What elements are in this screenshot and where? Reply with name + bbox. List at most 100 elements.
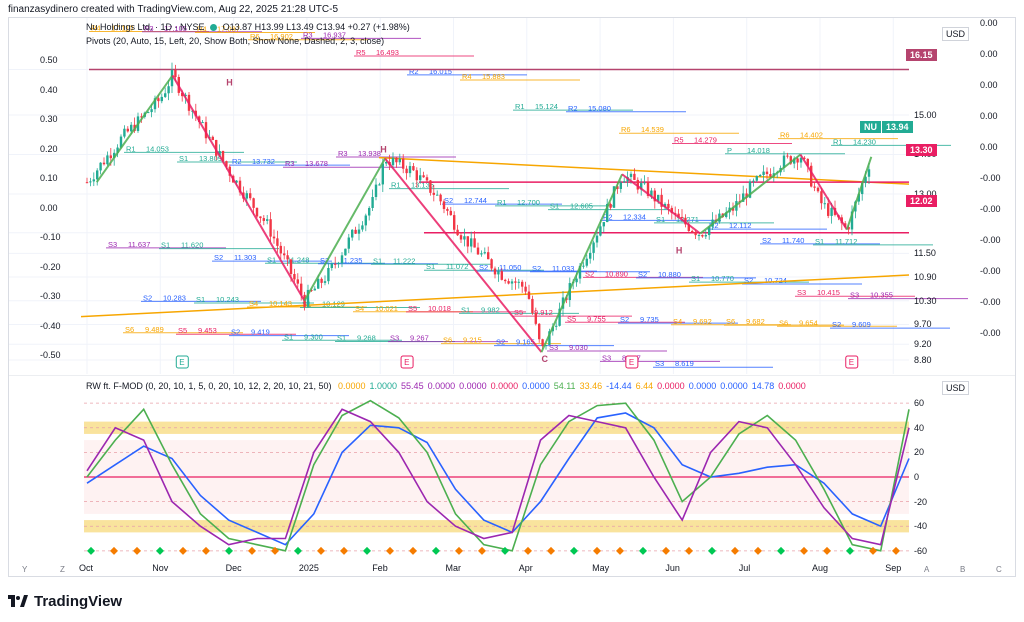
pivot-label: S3 xyxy=(797,288,806,297)
candle-body xyxy=(640,183,643,190)
signal-dot xyxy=(156,546,164,555)
pivot-value: 10.143 xyxy=(269,299,292,308)
log-scale-button[interactable]: B xyxy=(960,565,966,574)
pivot-label: S5 xyxy=(408,304,417,313)
pivot-label: S5 xyxy=(178,326,187,335)
candle-body xyxy=(395,157,398,163)
candle-body xyxy=(262,218,265,221)
signal-dot xyxy=(800,546,808,555)
candle-body xyxy=(558,308,561,326)
timezone-z-button[interactable]: Z xyxy=(60,565,65,574)
pivot-label: R3 xyxy=(338,149,348,158)
candle-body xyxy=(765,171,769,175)
oscillator-value: 0.0000 xyxy=(337,381,366,391)
candle-body xyxy=(609,203,612,208)
pivot-value: 12.334 xyxy=(623,212,646,221)
pivot-label: S1 xyxy=(302,300,311,309)
price-chart[interactable]: R4 17.110 R3 17.105 R4 17.087 R6 16.902 R3 16.937… xyxy=(9,18,1015,374)
candle-body xyxy=(660,194,663,207)
pivot-label: R6 xyxy=(250,32,260,41)
price-scale-tick: 15.00 xyxy=(914,109,937,120)
pivot-value: 9.030 xyxy=(569,343,588,352)
candle-body xyxy=(102,162,106,165)
candle-body xyxy=(422,175,425,178)
candle-body xyxy=(697,234,701,236)
signal-dot xyxy=(501,546,509,555)
pivot-label: S1 xyxy=(196,295,205,304)
candle-body xyxy=(116,147,119,153)
oscillator-legend[interactable]: RW ft. F-MOD (0, 20, 10, 1, 5, 0, 20, 10… xyxy=(86,381,814,391)
earnings-event-marker xyxy=(400,355,414,369)
candle-body xyxy=(483,252,486,254)
oscillator-bands xyxy=(84,402,909,552)
pivot-label: S1 xyxy=(656,215,665,224)
earnings-event-label: E xyxy=(629,358,634,367)
candle-body xyxy=(313,288,316,291)
candle-body xyxy=(296,279,299,284)
candle-body xyxy=(446,208,449,211)
oscillator-value: 1.0000 xyxy=(369,381,398,391)
candle-body xyxy=(643,182,646,184)
pivot-label: S2 xyxy=(444,196,453,205)
candle-body xyxy=(531,298,534,314)
left-scale-tick: 0.40 xyxy=(40,84,58,95)
symbol-legend[interactable]: Nu Holdings Ltd. · 1D · NYSE O13.87 H13.… xyxy=(86,22,410,32)
pivot-value: 14.279 xyxy=(694,135,717,144)
pivot-label: S2 xyxy=(744,276,753,285)
candle-body xyxy=(215,139,218,156)
timezone-y-button[interactable]: Y xyxy=(22,565,28,574)
pivot-value: 13.135 xyxy=(411,181,434,190)
chart-frame xyxy=(8,17,1016,577)
time-axis[interactable]: Oct Nov Dec 2025 Feb Mar Apr May Jun Jul Aug Sep xyxy=(9,562,1015,576)
ohlc-values: O13.87 H13.99 L13.49 C13.94 +0.27 (+1.98… xyxy=(222,22,410,32)
candle-body xyxy=(663,203,667,207)
time-axis-tick: Jul xyxy=(738,563,751,573)
candle-body xyxy=(170,69,174,87)
candle-body xyxy=(371,197,374,208)
candle-body xyxy=(425,177,429,181)
oscillator-value: 54.11 xyxy=(553,381,576,391)
candle-body xyxy=(541,339,544,347)
candle-body xyxy=(130,124,133,132)
pivot-label: S1 xyxy=(161,241,170,250)
pivot-value: 10.415 xyxy=(817,288,840,297)
candle-body xyxy=(391,157,395,166)
oscillator-value: 33.46 xyxy=(579,381,603,391)
creator-line: finanzasydinero created with TradingView… xyxy=(8,4,339,15)
candle-body xyxy=(762,171,765,176)
candle-body xyxy=(245,193,248,199)
candle-body xyxy=(786,155,789,157)
pivot-value: 16.937 xyxy=(323,30,346,39)
oscillator-unit-label[interactable]: USD xyxy=(942,381,970,395)
pivot-label: R5 xyxy=(674,135,684,144)
chart-settings-button[interactable]: C xyxy=(996,565,1002,574)
candle-body xyxy=(799,157,803,163)
pivot-label: S2 xyxy=(231,328,240,337)
price-tag-12-02: 12.02 xyxy=(906,195,937,207)
auto-scale-button[interactable]: A xyxy=(924,565,930,574)
pivot-value: 9.692 xyxy=(693,317,712,326)
candle-body xyxy=(378,184,381,186)
candle-body xyxy=(293,274,296,280)
earnings-event-label: E xyxy=(849,358,854,367)
zigzag-lines xyxy=(95,74,873,353)
candle-body xyxy=(510,281,514,284)
pivot-label: S5 xyxy=(514,308,523,317)
pivot-value: 11.248 xyxy=(287,255,309,264)
oscillator-chart[interactable] xyxy=(9,375,1015,561)
candle-body xyxy=(708,226,711,236)
pivot-label: S2 xyxy=(762,236,771,245)
candle-body xyxy=(612,186,616,208)
time-axis-tick: May xyxy=(592,563,610,573)
pivot-label: S2 xyxy=(585,269,594,278)
oscillator-value: 0.0000 xyxy=(688,381,717,391)
candle-body xyxy=(126,128,129,132)
pivots-indicator-legend[interactable]: Pivots (20, Auto, 15, Left, 20, Show Bot… xyxy=(86,36,385,46)
earnings-event-marker xyxy=(175,355,189,369)
candle-body xyxy=(85,182,89,184)
candle-body xyxy=(803,157,806,159)
pivot-label: R6 xyxy=(780,131,790,140)
pivot-value: 14.230 xyxy=(853,137,876,146)
signal-dot xyxy=(87,546,95,555)
price-unit-label[interactable]: USD xyxy=(942,27,970,41)
